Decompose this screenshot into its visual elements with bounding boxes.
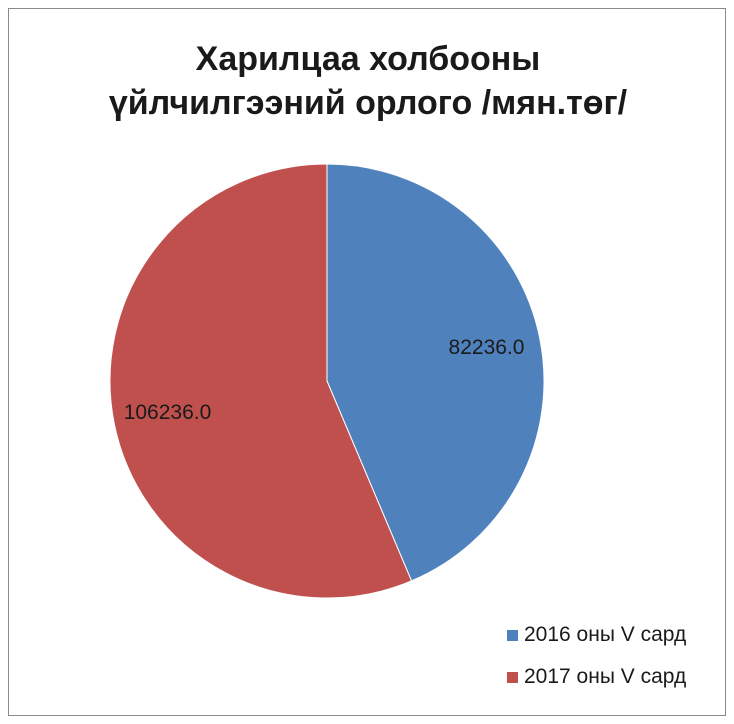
chart-title: Харилцаа холбооны үйлчилгээний орлого /м… bbox=[9, 37, 727, 125]
legend-label-2017: 2017 оны V сард bbox=[524, 665, 687, 688]
legend-item-2016: 2016 оны V сард bbox=[507, 621, 686, 649]
legend-swatch-2016 bbox=[507, 629, 518, 641]
chart-title-line-2: үйлчилгээний орлого /мян.төг/ bbox=[108, 84, 628, 122]
pie-slice-2016 bbox=[326, 163, 545, 582]
legend-swatch-2017 bbox=[507, 671, 518, 683]
legend: 2016 оны V сард 2017 оны V сард bbox=[507, 621, 686, 705]
data-label-2017: 106236.0 bbox=[124, 401, 212, 424]
pie-slice-2017 bbox=[109, 163, 413, 599]
data-label-2016: 82236.0 bbox=[449, 336, 525, 359]
legend-item-2017: 2017 оны V сард bbox=[507, 663, 686, 691]
chart-title-line-1: Харилцаа холбооны bbox=[195, 40, 541, 78]
pie-chart: 82236.0 106236.0 bbox=[109, 163, 545, 599]
legend-label-2016: 2016 оны V сард bbox=[524, 623, 687, 646]
chart-frame: Харилцаа холбооны үйлчилгээний орлого /м… bbox=[8, 8, 726, 716]
